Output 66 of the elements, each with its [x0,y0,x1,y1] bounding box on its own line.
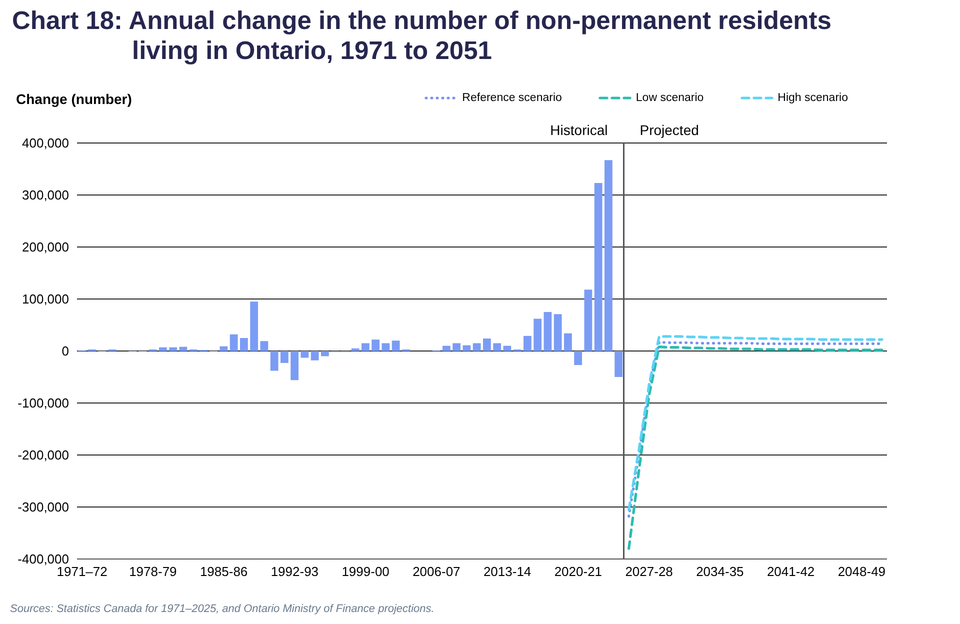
x-tick-label: 2034-35 [696,564,744,580]
bar [240,338,248,351]
x-tick-label: 1992-93 [270,564,319,580]
x-tick-label: 1985-86 [200,564,248,580]
y-tick-label: 200,000 [22,240,69,255]
x-tick-label: 2006-07 [412,564,460,580]
bar [300,351,309,358]
bar [362,343,370,351]
text: Historical [550,122,608,138]
bar [493,343,502,351]
bar [554,314,562,351]
x-tick-label: 2027-28 [625,564,673,580]
bar [179,346,188,351]
y-tick-label: -200,000 [18,448,69,463]
source-note: Sources: Statistics Canada for 1971–2025, and Ontario Ministry of Finance projections. [10,603,434,615]
bar [524,336,532,351]
x-tick-label: 1978-79 [129,564,177,580]
bar [604,160,612,351]
bar [159,347,167,351]
legend-label: Reference scenario [462,92,562,104]
bar [230,334,238,351]
y-tick-label: 0 [62,344,69,359]
y-tick-label: 100,000 [22,292,69,307]
bar [351,348,360,351]
text: Projected [640,122,699,138]
bar [382,343,390,351]
legend-label: Low scenario [636,92,704,104]
y-tick-label: -100,000 [18,396,69,411]
bar [280,351,288,363]
bar [594,183,602,351]
bar [372,340,380,351]
bar [564,333,572,351]
bar [452,343,461,351]
x-tick-label: 1971–72 [56,564,108,580]
bar [392,340,400,351]
x-tick-label: 2041-42 [766,564,815,580]
x-tick-label: 2048-49 [838,564,886,580]
bar [472,343,481,351]
bar [250,302,258,351]
y-tick-label: -300,000 [18,500,69,515]
bar [534,318,542,351]
bar [220,346,228,351]
bar [442,346,450,351]
bar [290,351,299,380]
y-tick-label: 300,000 [22,188,69,203]
x-tick-label: 1999-00 [342,564,390,580]
x-tick-label: 2013-14 [483,564,532,580]
y-tick-label: 400,000 [22,136,69,151]
bar [260,341,268,351]
bar [544,312,552,351]
bar [503,346,512,351]
y-tick-label: -400,000 [18,552,69,567]
bar [321,351,329,356]
chart-title: Chart 18: Annual change in the number of non-permanent residents living in Ontario, 1971 to 2051 [12,6,832,66]
bar [574,351,582,366]
bar [462,345,471,351]
bar [270,351,278,371]
line-series [628,346,884,550]
bar [169,347,178,351]
bar [614,351,623,377]
bar [483,338,491,351]
y-axis-title: Change (number) [16,91,132,107]
x-tick-label: 2020-21 [554,564,602,580]
bar [584,290,592,351]
legend-label: High scenario [778,92,848,104]
bar [310,351,319,360]
